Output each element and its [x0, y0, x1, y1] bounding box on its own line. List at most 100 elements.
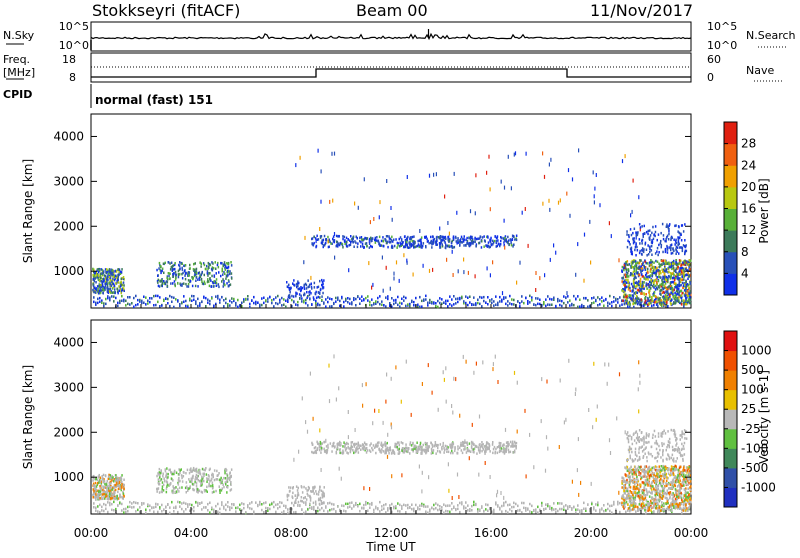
- echo-cell: [623, 296, 625, 299]
- echo-cell: [257, 301, 259, 304]
- echo-cell: [375, 237, 377, 240]
- echo-cell: [298, 487, 300, 490]
- echo-cell: [656, 276, 658, 279]
- echo-cell: [445, 510, 447, 513]
- echo-cell: [425, 505, 427, 508]
- echo-cell: [227, 505, 229, 508]
- echo-cell: [215, 490, 217, 493]
- echo-cell: [662, 223, 664, 226]
- echo-cell: [690, 299, 692, 302]
- echo-cell: [253, 296, 255, 299]
- echo-cell: [375, 300, 377, 303]
- echo-cell: [351, 238, 353, 241]
- echo-cell: [624, 293, 626, 296]
- echo-cell: [382, 256, 383, 260]
- echo-cell: [381, 240, 383, 243]
- echo-cell: [684, 289, 686, 292]
- echo-cell: [489, 300, 491, 303]
- echo-cell: [597, 296, 599, 299]
- echo-cell: [533, 465, 534, 469]
- echo-cell: [197, 491, 199, 494]
- echo-cell: [224, 472, 226, 475]
- echo-cell: [646, 302, 648, 305]
- echo-cell: [577, 468, 578, 472]
- echo-cell: [439, 508, 441, 511]
- echo-cell: [597, 504, 599, 507]
- echo-cell: [639, 274, 641, 277]
- echo-cell: [306, 291, 308, 294]
- echo-cell: [630, 294, 632, 297]
- echo-cell: [386, 179, 387, 183]
- echo-cell: [173, 306, 175, 309]
- echo-cell: [664, 284, 666, 287]
- echo-cell: [626, 271, 628, 274]
- echo-cell: [311, 238, 313, 241]
- echo-cell: [322, 491, 324, 494]
- echo-cell: [510, 451, 512, 454]
- echo-cell: [201, 278, 203, 281]
- echo-cell: [181, 283, 183, 286]
- echo-cell: [186, 481, 188, 484]
- echo-cell: [444, 240, 446, 243]
- echo-cell: [159, 476, 161, 479]
- echo-cell: [504, 237, 506, 240]
- echo-cell: [178, 483, 180, 486]
- echo-cell: [647, 262, 649, 265]
- echo-cell: [690, 260, 692, 263]
- echo-cell: [171, 262, 173, 265]
- echo-cell: [473, 504, 475, 507]
- echo-cell: [383, 304, 385, 307]
- echo-cell: [377, 297, 379, 300]
- echo-cell: [326, 450, 328, 453]
- echo-cell: [346, 237, 348, 240]
- echo-cell: [674, 270, 676, 273]
- echo-cell: [194, 269, 196, 272]
- echo-cell: [499, 507, 501, 510]
- echo-cell: [635, 262, 637, 265]
- echo-cell: [467, 304, 469, 307]
- echo-cell: [676, 273, 678, 276]
- echo-cell: [183, 471, 185, 474]
- echo-cell: [595, 503, 597, 506]
- echo-cell: [667, 305, 669, 308]
- echo-cell: [119, 481, 121, 484]
- echo-cell: [379, 215, 380, 219]
- echo-cell: [221, 504, 223, 507]
- echo-cell: [129, 303, 131, 306]
- echo-cell: [429, 509, 431, 512]
- echo-cell: [206, 473, 208, 476]
- echo-cell: [162, 491, 164, 494]
- echo-cell: [304, 293, 306, 296]
- echo-cell: [587, 503, 589, 506]
- echo-cell: [363, 504, 365, 507]
- echo-cell: [230, 261, 232, 264]
- echo-cell: [661, 269, 663, 272]
- echo-cell: [375, 452, 377, 455]
- echo-cell: [485, 461, 486, 465]
- echo-cell: [452, 250, 453, 254]
- echo-cell: [329, 298, 331, 301]
- echo-cell: [273, 298, 275, 301]
- echo-cell: [494, 240, 496, 243]
- echo-cell: [277, 303, 279, 306]
- echo-cell: [622, 290, 624, 293]
- echo-cell: [381, 505, 383, 508]
- echo-cell: [425, 452, 427, 455]
- echo-cell: [436, 445, 438, 448]
- echo-cell: [158, 473, 160, 476]
- echo-cell: [164, 282, 166, 285]
- echo-cell: [299, 505, 301, 508]
- echo-cell: [636, 300, 638, 303]
- echo-cell: [104, 480, 106, 483]
- echo-cell: [613, 296, 615, 299]
- echo-cell: [196, 474, 198, 477]
- echo-cell: [441, 506, 443, 509]
- echo-cell: [632, 294, 634, 297]
- echo-cell: [572, 177, 573, 181]
- colorbar-tick-label: 20: [741, 180, 756, 194]
- echo-cell: [156, 475, 158, 478]
- echo-cell: [646, 254, 648, 257]
- echo-cell: [179, 273, 181, 276]
- echo-cell: [277, 503, 279, 506]
- echo-cell: [639, 242, 641, 245]
